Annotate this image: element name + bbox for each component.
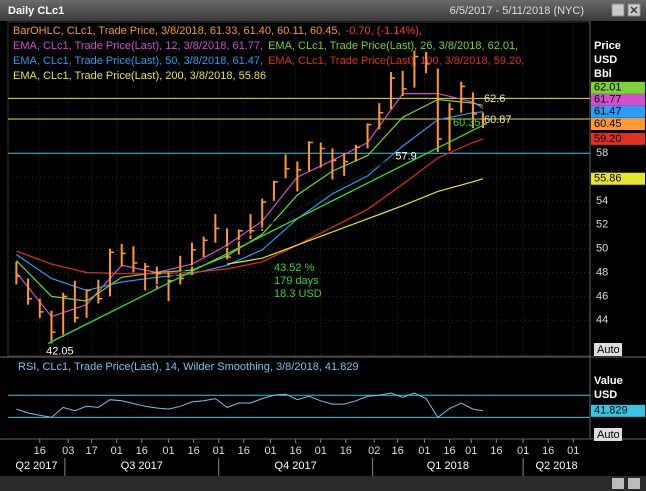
window-title: Daily CLc1 [8, 5, 64, 17]
x-tick-label: 01 [465, 445, 477, 457]
close-icon [630, 6, 638, 14]
legend-entry: EMA, CLc1, Trade Price(Last), 26, 3/8/20… [268, 40, 518, 52]
title-bar [0, 0, 646, 21]
trend-line [47, 124, 484, 345]
trend-stat: 18.3 USD [274, 288, 322, 300]
quarter-label: Q3 2017 [121, 460, 163, 472]
quarter-label: Q2 2018 [535, 460, 577, 472]
price-tag [591, 93, 645, 106]
axis-label: Price [594, 40, 621, 52]
x-tick-label: 16 [542, 445, 554, 457]
price-tag [591, 172, 645, 185]
y-tick-label: 48 [596, 266, 608, 278]
price-tag [591, 105, 645, 118]
price-tag-label: 61.77 [594, 94, 622, 106]
x-tick-label: 01 [111, 445, 123, 457]
x-tick-label: 01 [315, 445, 327, 457]
price-tag [591, 117, 645, 130]
legend-entry: EMA, CLc1, Trade Price(Last), 12, 3/8/20… [13, 40, 263, 52]
x-tick-label: 16 [392, 445, 404, 457]
price-tag-label: 62.01 [594, 82, 622, 94]
x-tick-label: 01 [213, 445, 225, 457]
y-tick-label: 52 [596, 219, 608, 231]
x-tick-label: 16 [290, 445, 302, 457]
trend-line [47, 153, 400, 345]
axis-label: Value [594, 375, 623, 387]
price-tag [591, 81, 645, 94]
x-tick-label: 02 [368, 445, 380, 457]
x-tick-label: 01 [567, 445, 579, 457]
legend-entry: RSI, CLc1, Trade Price(Last), 14, Wilder… [18, 361, 359, 373]
ema-line [227, 178, 484, 265]
x-tick-label: 01 [418, 445, 430, 457]
quarter-label: Q1 2018 [427, 460, 469, 472]
ema-line [16, 138, 484, 275]
y-tick-label: 58 [596, 147, 608, 159]
auto-button[interactable] [594, 343, 622, 356]
legend-entry: EMA, CLc1, Trade Price(Last), 200, 3/8/2… [13, 70, 266, 82]
value-tag [591, 404, 645, 417]
trend-stat: 179 days [274, 275, 319, 287]
x-tick-label: 16 [136, 445, 148, 457]
price-tag-label: 61.47 [594, 106, 622, 118]
axis-label: USD [594, 54, 617, 66]
h-line-label: 60.87 [484, 114, 512, 126]
price-tag [591, 132, 645, 145]
bottom-button[interactable] [628, 478, 640, 489]
status-bar [0, 476, 646, 491]
restore-button[interactable] [611, 3, 625, 17]
rsi-line [16, 392, 484, 419]
legend-entry: EMA, CLc1, Trade Price(Last), 50, 3/8/20… [13, 55, 263, 67]
x-tick-label: 17 [85, 445, 97, 457]
x-tick-label: 01 [264, 445, 276, 457]
x-tick-label: 16 [443, 445, 455, 457]
price-tag-label: 60.45 [594, 118, 622, 130]
trend-stat: 43.52 % [274, 262, 315, 274]
y-tick-label: 46 [596, 290, 608, 302]
y-tick-label: 44 [596, 314, 608, 326]
bottom-button[interactable] [612, 478, 624, 489]
price-tag-label: 59.20 [594, 133, 622, 145]
x-tick-label: 01 [162, 445, 174, 457]
date-range: 6/5/2017 - 5/11/2018 (NYC) [450, 5, 584, 17]
x-tick-label: 01 [517, 445, 529, 457]
y-tick-label: 50 [596, 243, 608, 255]
auto-label: Auto [597, 429, 620, 441]
auto-label: Auto [597, 344, 620, 356]
axis-label: Bbl [594, 68, 612, 80]
trend-end-label: 57.9 [395, 150, 416, 162]
value-tag-label: 41.829 [594, 405, 628, 417]
trend-end-label: 60.35 [453, 117, 481, 129]
y-tick-label: 54 [596, 195, 608, 207]
trend-start-label: 42.05 [46, 345, 74, 357]
quarter-label: Q2 2017 [15, 460, 57, 472]
legend-entry: -0.70, (-1.14%), [346, 25, 422, 37]
x-tick-label: 16 [238, 445, 250, 457]
legend-entry: EMA, CLc1, Trade Price(Last), 100, 3/8/2… [268, 55, 524, 67]
x-tick-label: 16 [34, 445, 46, 457]
auto-button[interactable] [594, 428, 622, 441]
x-tick-label: 03 [62, 445, 74, 457]
axis-label: USD [594, 389, 617, 401]
quarter-label: Q4 2017 [275, 460, 317, 472]
x-tick-label: 16 [340, 445, 352, 457]
price-tag-label: 55.86 [594, 173, 622, 185]
h-line-label: 62.6 [484, 93, 505, 105]
x-tick-label: 16 [490, 445, 502, 457]
x-tick-label: 16 [188, 445, 200, 457]
legend-entry: BarOHLC, CLc1, Trade Price, 3/8/2018, 61… [13, 25, 341, 37]
